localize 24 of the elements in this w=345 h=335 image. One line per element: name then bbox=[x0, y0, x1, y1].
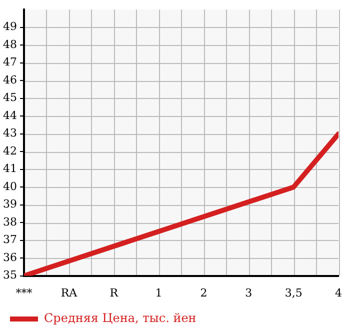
y-tick-label: 47 bbox=[2, 56, 17, 69]
x-tick-label: 2 bbox=[200, 286, 208, 300]
x-tick-label: 4 bbox=[335, 286, 342, 300]
y-tick-label: 39 bbox=[2, 198, 17, 211]
y-tick-label: 49 bbox=[2, 20, 17, 34]
x-tick-label: RA bbox=[60, 286, 78, 300]
y-tick-label: 36 bbox=[2, 250, 17, 264]
y-tick-label: 44 bbox=[2, 108, 17, 122]
y-tick-label: 46 bbox=[2, 73, 17, 86]
y-tick-label: 45 bbox=[2, 91, 17, 104]
y-tick-label: 42 bbox=[2, 144, 17, 158]
y-tick-label: 43 bbox=[2, 126, 17, 140]
y-tick-label: 38 bbox=[2, 215, 17, 228]
y-tick-label: 37 bbox=[2, 233, 17, 246]
x-tick-label: R bbox=[110, 286, 119, 300]
y-tick-label: 48 bbox=[2, 38, 17, 51]
x-tick-label: 1 bbox=[155, 286, 162, 300]
legend-label: Средняя Цена, тыс. йен bbox=[44, 311, 196, 326]
x-tick-label: 3,5 bbox=[284, 286, 302, 300]
x-tick-label: *** bbox=[16, 286, 33, 300]
x-tick-label: 3 bbox=[245, 286, 252, 300]
y-tick-label: 40 bbox=[2, 180, 17, 193]
y-tick-label: 35 bbox=[2, 268, 17, 282]
y-tick-label: 41 bbox=[2, 162, 17, 176]
